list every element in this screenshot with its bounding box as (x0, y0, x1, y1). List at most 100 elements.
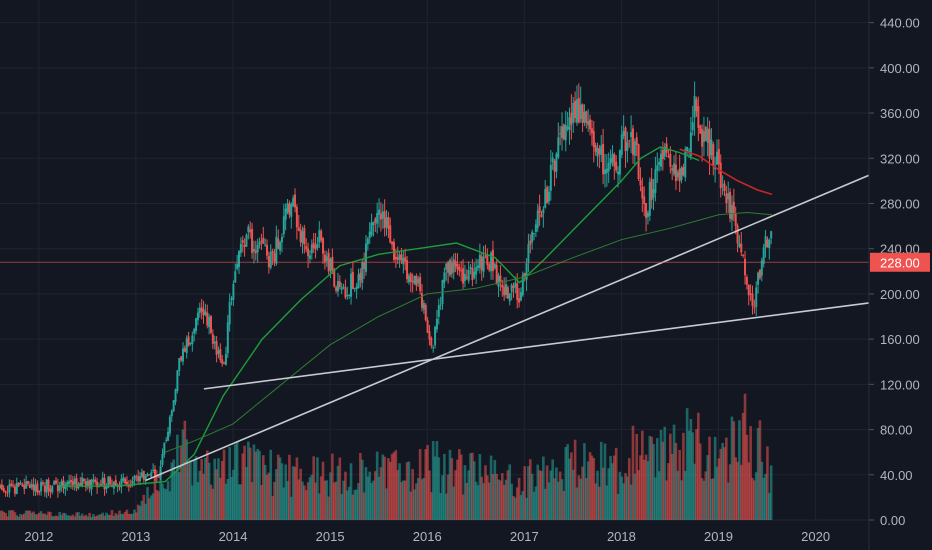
volume-bar (204, 457, 207, 520)
volume-bar (398, 463, 401, 520)
volume-bar (678, 449, 681, 520)
volume-bar (181, 429, 185, 520)
volume-bar (631, 425, 635, 520)
volume-bar (551, 459, 554, 520)
volume-bar (191, 485, 194, 520)
volume-bar (198, 470, 202, 520)
candle-body (516, 283, 519, 301)
x-tick-label: 2014 (219, 529, 248, 544)
volume-bar (280, 463, 284, 520)
volume-bar (353, 489, 357, 520)
candle-body (725, 193, 728, 204)
candle-body (198, 307, 201, 314)
volume-bar (241, 453, 245, 520)
volume-bar (704, 471, 708, 520)
y-tick-label: 200.00 (880, 287, 920, 302)
candle-body (196, 312, 199, 321)
volume-bar (659, 429, 663, 520)
candle-body (290, 203, 293, 217)
y-tick-label: 160.00 (880, 332, 920, 347)
candle-body (443, 272, 446, 283)
candle-body (557, 137, 560, 158)
candle-body (674, 164, 677, 181)
volume-bar (603, 443, 607, 520)
volume-bar (480, 476, 484, 520)
candle-body (497, 275, 500, 287)
volume-bar (360, 459, 364, 520)
volume-bar (469, 453, 472, 520)
volume-bar (233, 444, 237, 520)
volume-bar (489, 455, 493, 520)
candle-body (338, 281, 341, 288)
candle-body (260, 240, 263, 242)
volume-bar (676, 470, 680, 520)
trendline-rising[interactable] (145, 174, 870, 482)
candle-body (84, 481, 87, 488)
volume-bar (92, 514, 95, 520)
volume-bar (448, 449, 452, 520)
candle-body (553, 160, 556, 172)
volume-bar (491, 474, 495, 520)
volume-bar (267, 472, 271, 520)
candle-body (213, 341, 216, 344)
volume-bar (450, 458, 454, 520)
volume-bar (691, 432, 695, 520)
candle-body (105, 486, 108, 490)
volume-bar (669, 433, 672, 520)
volume-bar (84, 514, 88, 520)
candle-body (45, 479, 48, 493)
candle-body (603, 169, 606, 175)
candle-body (294, 194, 297, 208)
candle-body (30, 483, 33, 488)
candle-body (439, 304, 442, 306)
candle-body (271, 250, 274, 254)
candle-body (305, 246, 308, 250)
candle-body (398, 254, 401, 260)
candle-body (251, 228, 254, 253)
candle-body (738, 243, 741, 248)
volume-bar (633, 473, 637, 520)
candle-body (596, 147, 599, 157)
volume-bar (355, 489, 358, 520)
candle-body (323, 254, 326, 263)
volume-bar (502, 484, 506, 520)
candle-body (336, 281, 339, 292)
price-axis[interactable]: 0.0040.0080.00120.00160.00200.00240.0028… (869, 16, 920, 528)
volume-bar (105, 512, 108, 520)
candle-body (346, 295, 349, 297)
trendlines[interactable] (145, 174, 870, 482)
candle-body (249, 229, 252, 233)
volume-bar (131, 513, 134, 520)
candle-body (40, 482, 43, 492)
candle-body (577, 98, 580, 123)
candle-body (486, 255, 489, 266)
candle-body (129, 485, 132, 487)
candle-body (732, 201, 735, 215)
candle-body (463, 274, 466, 281)
candle-body (277, 238, 280, 249)
candle-body (639, 180, 642, 186)
volume-bar (409, 491, 413, 520)
candle-body (21, 484, 24, 487)
candle-body (391, 241, 394, 245)
volume-bar (185, 439, 189, 520)
candle-body (325, 256, 328, 262)
candle-body (482, 256, 485, 272)
trendline-support[interactable] (203, 302, 870, 390)
volume-bar (495, 473, 498, 520)
candle-body (310, 244, 313, 254)
candle-body (426, 320, 429, 333)
candle-body (424, 305, 427, 321)
volume-bar (760, 461, 764, 520)
volume-bar (187, 463, 190, 520)
volume-bar (570, 452, 573, 520)
time-axis[interactable]: 2012 2013 2014 2015 2016 2017 2018 2019 2020 (24, 529, 830, 544)
volume-bar (762, 477, 765, 520)
candle-body (428, 331, 431, 340)
volume-bar (726, 482, 730, 520)
volume-bar (523, 466, 526, 520)
volume-bar (599, 441, 603, 520)
volume-bar (101, 512, 104, 520)
x-tick-label: 2020 (801, 529, 830, 544)
